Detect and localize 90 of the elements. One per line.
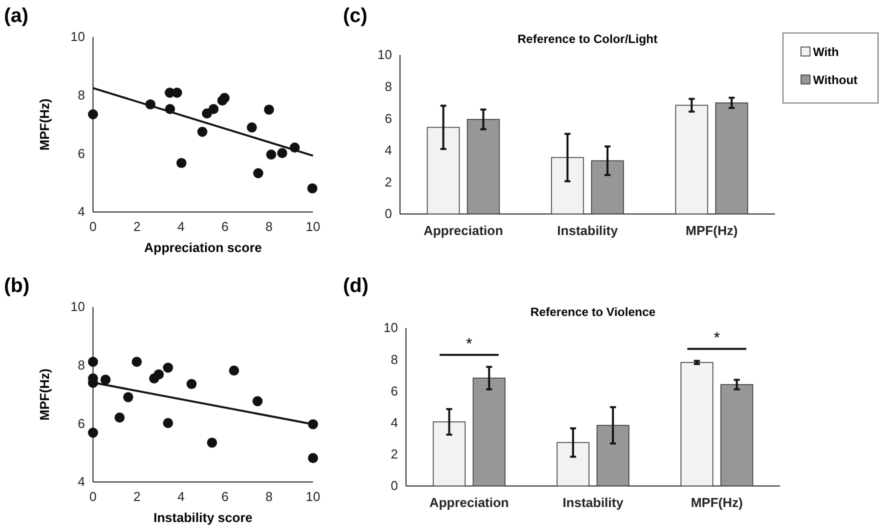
point	[88, 109, 98, 120]
x-tick-label: 4	[177, 489, 185, 504]
y-tick-label: 8	[390, 352, 398, 367]
x-tick-label: Instability	[562, 495, 624, 510]
chart-title: (c)	[343, 5, 368, 27]
point	[100, 374, 111, 385]
bar	[680, 362, 714, 486]
y-tick-label: 4	[78, 204, 85, 220]
x-tick-label: 0	[89, 219, 97, 234]
bar	[466, 118, 500, 214]
point	[88, 428, 98, 438]
point	[208, 104, 219, 114]
y-tick-label: 8	[384, 78, 392, 94]
point	[253, 168, 264, 178]
point	[264, 104, 274, 115]
y-tick-label: 2	[390, 446, 398, 462]
bar	[551, 157, 584, 214]
bar	[720, 384, 754, 486]
point	[176, 158, 186, 168]
chart-title: (d)	[343, 275, 369, 297]
point	[277, 148, 288, 158]
x-tick-label: Instability	[557, 223, 619, 238]
x-tick-label: 8	[265, 489, 273, 504]
annotation: *	[714, 330, 720, 347]
point	[88, 356, 98, 367]
y-tick-label: 0	[384, 206, 392, 222]
x-tick-label: 2	[133, 219, 141, 234]
y-tick-label: 10	[70, 29, 85, 44]
y-tick-label: 10	[378, 47, 392, 62]
bar	[432, 421, 466, 486]
x-tick-label: MPF(Hz)	[686, 223, 738, 238]
bar	[591, 160, 624, 214]
x-tick-label: 8	[265, 219, 273, 234]
point	[186, 378, 197, 390]
chart-subtitle: Reference to Violence	[530, 305, 656, 319]
x-tick-label: Appreciation	[429, 495, 509, 510]
chart-title: (b)	[4, 275, 30, 297]
y-axis-title: MPF(Hz)	[37, 368, 52, 420]
x-axis-title: Instability score	[154, 510, 252, 525]
legend-label: With	[813, 45, 839, 59]
point	[308, 453, 318, 464]
y-tick-label: 10	[70, 299, 85, 314]
x-tick-label: Appreciation	[424, 223, 504, 238]
y-tick-label: 8	[78, 357, 85, 372]
y-tick-label: 6	[78, 146, 85, 161]
point	[228, 366, 240, 376]
x-axis-title: Appreciation score	[144, 240, 262, 255]
point	[197, 126, 208, 137]
point	[132, 356, 142, 367]
point	[162, 418, 174, 428]
legend-label: Without	[813, 73, 858, 87]
point	[252, 396, 263, 406]
point	[246, 122, 257, 132]
x-tick-label: 2	[133, 489, 141, 504]
point	[206, 438, 218, 448]
chart-title: (a)	[4, 5, 28, 27]
point	[114, 412, 125, 423]
point	[162, 362, 174, 373]
y-tick-label: 6	[390, 383, 398, 398]
bar	[426, 126, 460, 214]
x-tick-label: MPF(Hz)	[690, 495, 743, 510]
bar	[556, 442, 590, 486]
y-tick-label: 10	[384, 320, 398, 336]
y-tick-label: 6	[78, 416, 85, 431]
x-tick-label: 10	[306, 219, 320, 234]
x-tick-label: 4	[177, 219, 185, 234]
point	[220, 92, 230, 103]
annotation: *	[466, 336, 472, 353]
y-tick-label: 4	[78, 474, 85, 490]
bar	[596, 424, 630, 486]
point	[266, 150, 276, 160]
y-tick-label: 8	[78, 87, 85, 102]
x-tick-label: 10	[306, 489, 320, 504]
bar	[472, 378, 506, 486]
x-tick-label: 6	[221, 489, 229, 504]
point	[307, 183, 318, 194]
point	[172, 88, 182, 98]
x-tick-label: 0	[89, 489, 97, 504]
y-tick-label: 2	[384, 174, 392, 190]
y-tick-label: 0	[390, 478, 398, 494]
point	[123, 392, 134, 402]
bar	[675, 104, 708, 214]
x-tick-label: 6	[221, 219, 229, 234]
y-tick-label: 4	[390, 414, 398, 430]
y-tick-label: 6	[384, 110, 392, 126]
chart-subtitle: Reference to Color/Light	[517, 32, 658, 46]
point	[154, 369, 164, 380]
bar	[715, 102, 748, 214]
y-tick-label: 4	[384, 142, 392, 158]
y-axis-title: MPF(Hz)	[37, 98, 52, 150]
